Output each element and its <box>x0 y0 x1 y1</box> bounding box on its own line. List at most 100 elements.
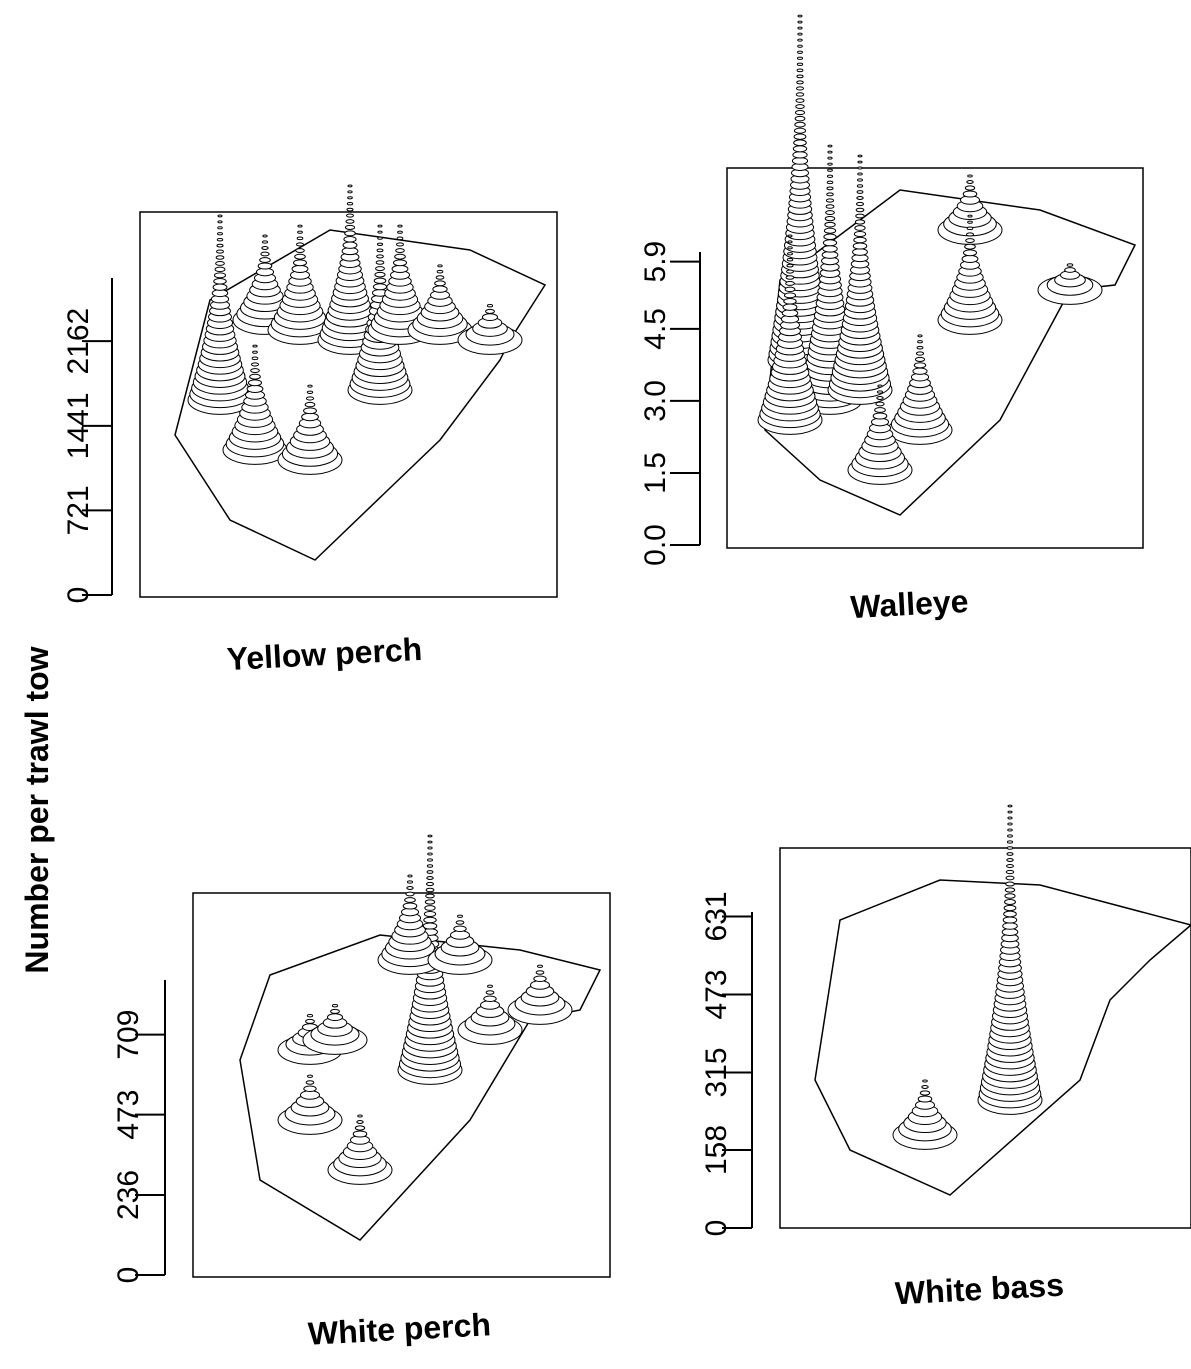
contour <box>216 249 224 254</box>
plot-frame <box>726 167 1144 549</box>
contour <box>827 156 833 160</box>
contour <box>1066 263 1074 267</box>
contour <box>857 160 863 164</box>
contour <box>406 880 414 884</box>
contour <box>961 254 979 263</box>
contour <box>785 280 795 286</box>
contour <box>305 1080 315 1085</box>
contour <box>1002 922 1018 930</box>
contour <box>786 269 794 274</box>
contour <box>794 110 806 116</box>
contour <box>966 180 974 184</box>
contour <box>785 275 795 280</box>
contour <box>330 1008 340 1014</box>
contour <box>875 401 885 407</box>
contour <box>292 259 308 267</box>
contour <box>216 243 224 248</box>
contour <box>794 121 806 128</box>
contour <box>375 260 385 265</box>
contour <box>921 1085 929 1089</box>
contour <box>787 240 793 244</box>
contour <box>792 151 808 159</box>
y-tick-label: 473 <box>700 969 733 1019</box>
contour <box>455 920 465 925</box>
contour <box>1005 869 1015 875</box>
surface <box>892 804 1043 1150</box>
contour <box>792 145 808 153</box>
contour <box>376 248 384 253</box>
contour <box>1006 840 1014 844</box>
contour <box>787 246 793 250</box>
contour <box>357 1114 363 1118</box>
contour <box>423 916 437 924</box>
contour <box>824 221 836 228</box>
contour <box>797 44 803 48</box>
panel-title: Yellow perch <box>226 631 423 677</box>
contour <box>406 886 414 890</box>
contour <box>404 897 416 903</box>
contour <box>296 242 304 247</box>
contour <box>1004 893 1016 899</box>
contour <box>407 874 413 878</box>
y-tick-label: 1.5 <box>639 452 672 494</box>
y-tick-label: 315 <box>700 1047 733 1097</box>
contour <box>962 249 978 257</box>
contour <box>855 213 865 219</box>
contour <box>427 834 433 838</box>
contour <box>344 230 356 237</box>
contour <box>852 248 868 256</box>
contour <box>793 133 807 140</box>
contour <box>853 236 867 244</box>
contour <box>424 905 436 911</box>
contour <box>426 870 434 874</box>
contour <box>373 277 387 284</box>
y-tick-label: 236 <box>112 1170 145 1220</box>
contour <box>1064 267 1076 273</box>
contour <box>457 914 463 918</box>
contour <box>453 925 467 933</box>
contour <box>375 266 385 272</box>
contour <box>917 334 923 338</box>
contour <box>397 230 403 234</box>
contour <box>485 990 495 995</box>
contour <box>786 257 794 262</box>
contour <box>217 220 223 224</box>
contour <box>787 252 793 256</box>
contour <box>854 225 866 231</box>
contour <box>376 254 384 259</box>
y-tick-label: 4.5 <box>639 308 672 350</box>
contour <box>402 902 418 910</box>
contour <box>854 219 866 225</box>
contour <box>213 272 227 279</box>
contour <box>1007 822 1013 826</box>
plot-frame <box>139 211 558 598</box>
contour <box>1006 863 1014 869</box>
lake-outline <box>239 934 602 1241</box>
contour <box>251 362 259 367</box>
contour <box>853 230 867 238</box>
contour <box>435 275 445 280</box>
y-tick-label: 631 <box>700 891 733 941</box>
contour <box>965 238 975 243</box>
contour <box>793 139 807 147</box>
contour <box>796 74 804 79</box>
contour <box>857 172 863 176</box>
contour <box>826 186 834 191</box>
contour <box>1006 846 1014 850</box>
contour <box>377 230 383 234</box>
panel-title: White perch <box>307 1306 492 1352</box>
contour <box>376 242 384 246</box>
contour <box>303 1085 317 1093</box>
contour <box>915 351 925 356</box>
contour <box>392 259 408 267</box>
contour <box>425 887 435 893</box>
contour <box>425 893 435 899</box>
contour <box>249 373 261 380</box>
contour <box>426 876 434 880</box>
contour <box>354 1125 366 1131</box>
contour <box>1004 887 1016 893</box>
contour <box>346 202 354 206</box>
contour <box>797 38 803 42</box>
contour <box>343 236 357 243</box>
